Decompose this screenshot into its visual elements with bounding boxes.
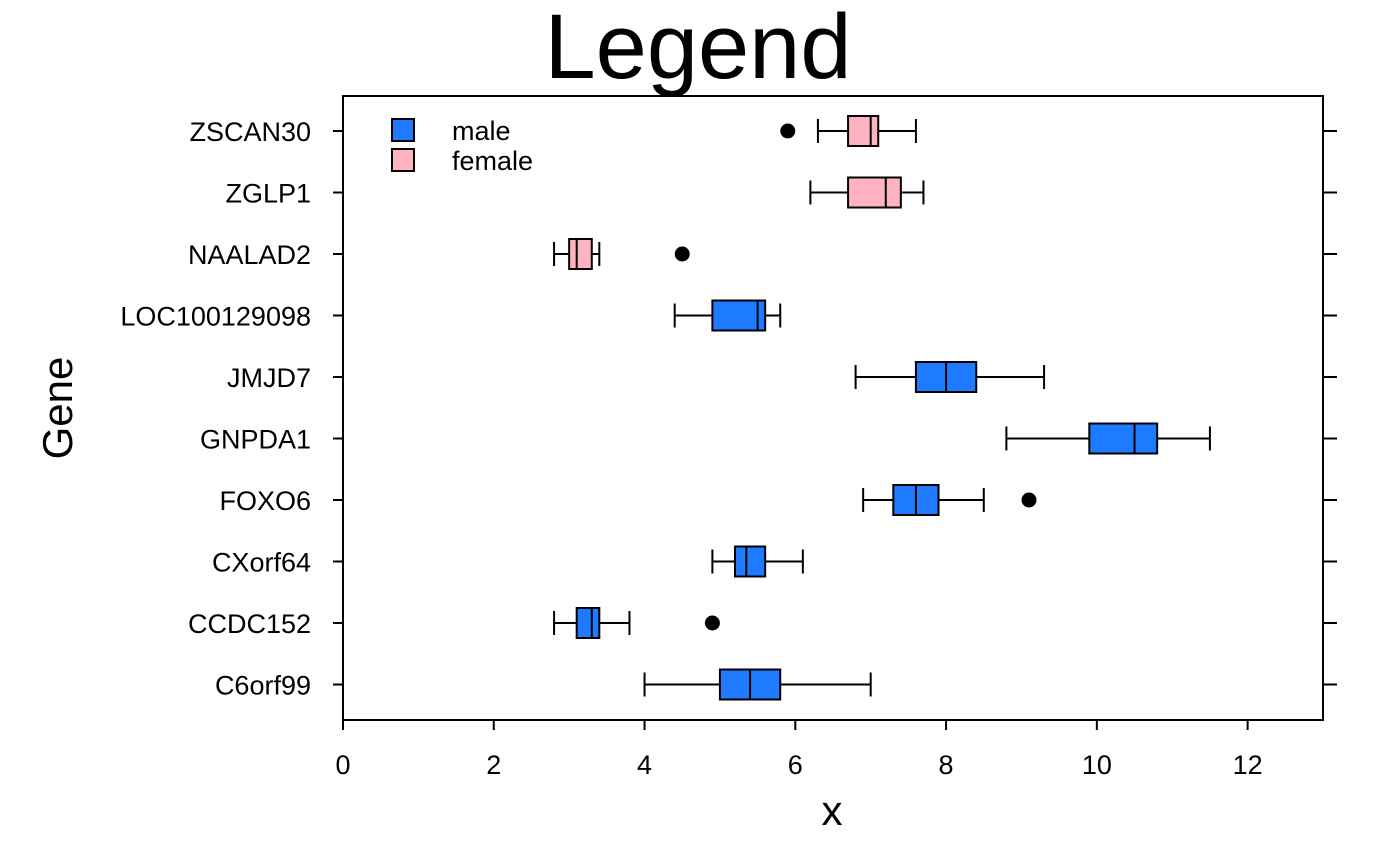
box-loc100129098	[673, 299, 782, 332]
y-axis-label: Gene	[34, 357, 81, 460]
box-ccdc152	[553, 607, 720, 639]
box-iqr	[575, 607, 601, 639]
x-tick-label: 8	[939, 750, 954, 780]
box-c6orf99	[643, 668, 872, 701]
x-tick-label: 12	[1233, 750, 1263, 780]
x-tick-label: 0	[335, 750, 350, 780]
y-tick-label: C6orf99	[215, 671, 311, 701]
y-tick-label: CCDC152	[188, 609, 311, 639]
y-tick-label: CXorf64	[212, 548, 311, 578]
boxes-layer	[553, 115, 1211, 701]
y-tick-label: LOC100129098	[120, 302, 311, 332]
box-gnpda1	[1005, 422, 1211, 455]
outlier-point	[780, 123, 796, 139]
legend-swatch-female	[391, 148, 415, 172]
y-tick-label: ZGLP1	[225, 179, 311, 209]
y-tick-label: JMJD7	[227, 363, 311, 393]
box-iqr	[734, 545, 767, 578]
plot-frame	[342, 95, 1324, 721]
x-tick-label: 4	[637, 750, 652, 780]
y-tick-label: FOXO6	[219, 486, 311, 516]
y-axis: ZSCAN30 ZGLP1 NAALAD2 LOC100129098 JMJD7 GNPD…	[120, 117, 1337, 701]
chart-title: Legend	[545, 0, 852, 98]
x-axis-label: x	[822, 787, 843, 834]
box-jmjd7	[854, 361, 1046, 393]
legend-swatch-male	[391, 118, 415, 142]
box-iqr	[847, 176, 902, 209]
outlier-point	[1021, 492, 1037, 508]
x-tick-label: 10	[1082, 750, 1112, 780]
y-tick-label: GNPDA1	[200, 425, 311, 455]
box-naalad2	[553, 238, 690, 270]
y-tick-label: NAALAD2	[188, 240, 311, 270]
box-iqr	[847, 115, 880, 147]
box-iqr	[1088, 422, 1159, 455]
legend: male female	[391, 116, 533, 176]
x-tick-label: 2	[486, 750, 501, 780]
box-cxorf64	[711, 545, 804, 578]
box-zscan30	[780, 115, 917, 147]
x-tick-label: 6	[788, 750, 803, 780]
legend-label-male: male	[452, 116, 511, 146]
outlier-point	[674, 246, 690, 262]
x-axis: 0 2 4 6 8 10 12	[335, 720, 1263, 780]
legend-label-female: female	[452, 146, 533, 176]
y-tick-label: ZSCAN30	[189, 117, 311, 147]
box-iqr	[568, 238, 593, 270]
box-iqr	[711, 299, 767, 332]
box-zglp1	[809, 176, 925, 209]
box-foxo6	[862, 484, 1037, 516]
outlier-point	[704, 615, 720, 631]
